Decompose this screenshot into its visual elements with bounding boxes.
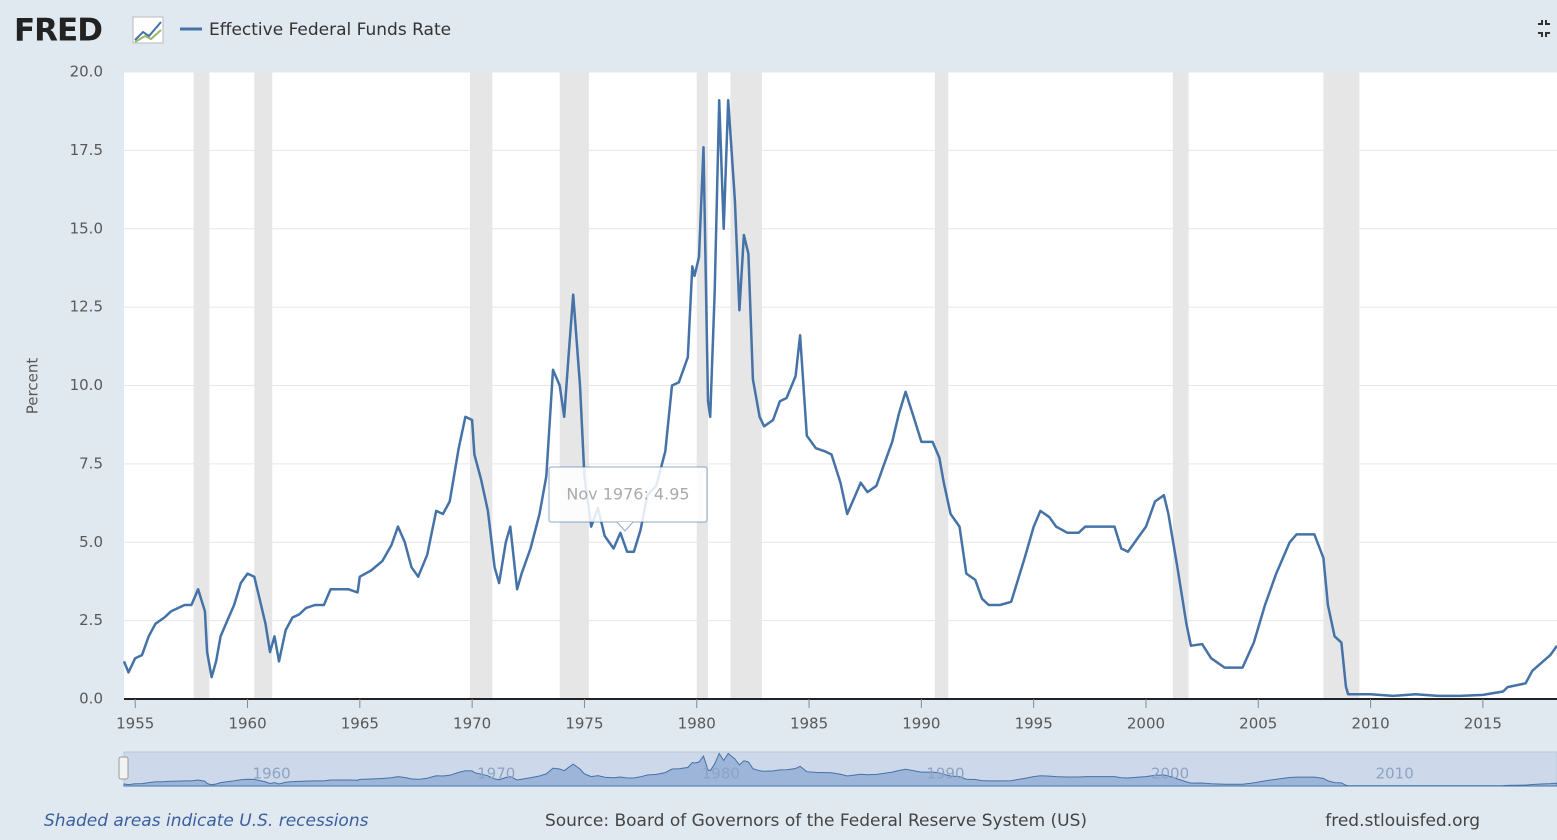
y-tick-label: 7.5 <box>79 454 103 472</box>
recession-note[interactable]: Shaded areas indicate U.S. recessions <box>44 811 369 831</box>
tooltip-text: Nov 1976: 4.95 <box>566 485 689 504</box>
y-tick-label: 17.5 <box>70 141 103 159</box>
y-axis-label: Percent <box>24 358 42 415</box>
x-tick-label: 1965 <box>341 715 379 733</box>
source: Source: Board of Governors of the Federa… <box>545 811 1087 831</box>
legend-label[interactable]: Effective Federal Funds Rate <box>209 20 451 40</box>
y-tick-label: 12.5 <box>70 298 103 316</box>
navigator-tick-label: 2000 <box>1151 765 1189 783</box>
y-tick-label: 15.0 <box>70 219 103 237</box>
series-line <box>122 98 1557 698</box>
navigator-tick-label: 1960 <box>253 765 291 783</box>
y-tick-label: 20.0 <box>70 63 103 81</box>
x-tick-label: 1970 <box>453 715 491 733</box>
x-tick-label: 1995 <box>1015 715 1053 733</box>
tooltip: Nov 1976: 4.95 <box>548 466 708 532</box>
navigator-tick-label: 1980 <box>702 765 740 783</box>
x-tick-label: 2010 <box>1351 715 1389 733</box>
logo[interactable]: FRED <box>14 13 103 49</box>
logo-icon <box>132 16 164 44</box>
y-tick-label: 5.0 <box>79 533 103 551</box>
navigator-tick-label: 1970 <box>477 765 515 783</box>
x-tick-label: 2015 <box>1464 715 1502 733</box>
navigator-handle[interactable] <box>118 756 129 780</box>
navigator-tick-label: 2010 <box>1376 765 1414 783</box>
x-tick-label: 1975 <box>565 715 603 733</box>
x-tick-label: 2005 <box>1239 715 1277 733</box>
site-link[interactable]: fred.stlouisfed.org <box>1325 811 1480 831</box>
fullscreen-icon[interactable] <box>1538 20 1550 37</box>
navigator-tick-label: 1990 <box>926 765 964 783</box>
x-tick-label: 1985 <box>790 715 828 733</box>
x-tick-label: 1990 <box>902 715 940 733</box>
x-tick-label: 1980 <box>678 715 716 733</box>
x-tick-label: 2000 <box>1127 715 1165 733</box>
navigator-series <box>123 752 1557 787</box>
x-tick-label: 1955 <box>116 715 154 733</box>
y-tick-label: 2.5 <box>79 611 103 629</box>
x-tick-label: 1960 <box>228 715 266 733</box>
y-tick-label: 0.0 <box>79 690 103 708</box>
y-tick-label: 10.0 <box>70 376 103 394</box>
